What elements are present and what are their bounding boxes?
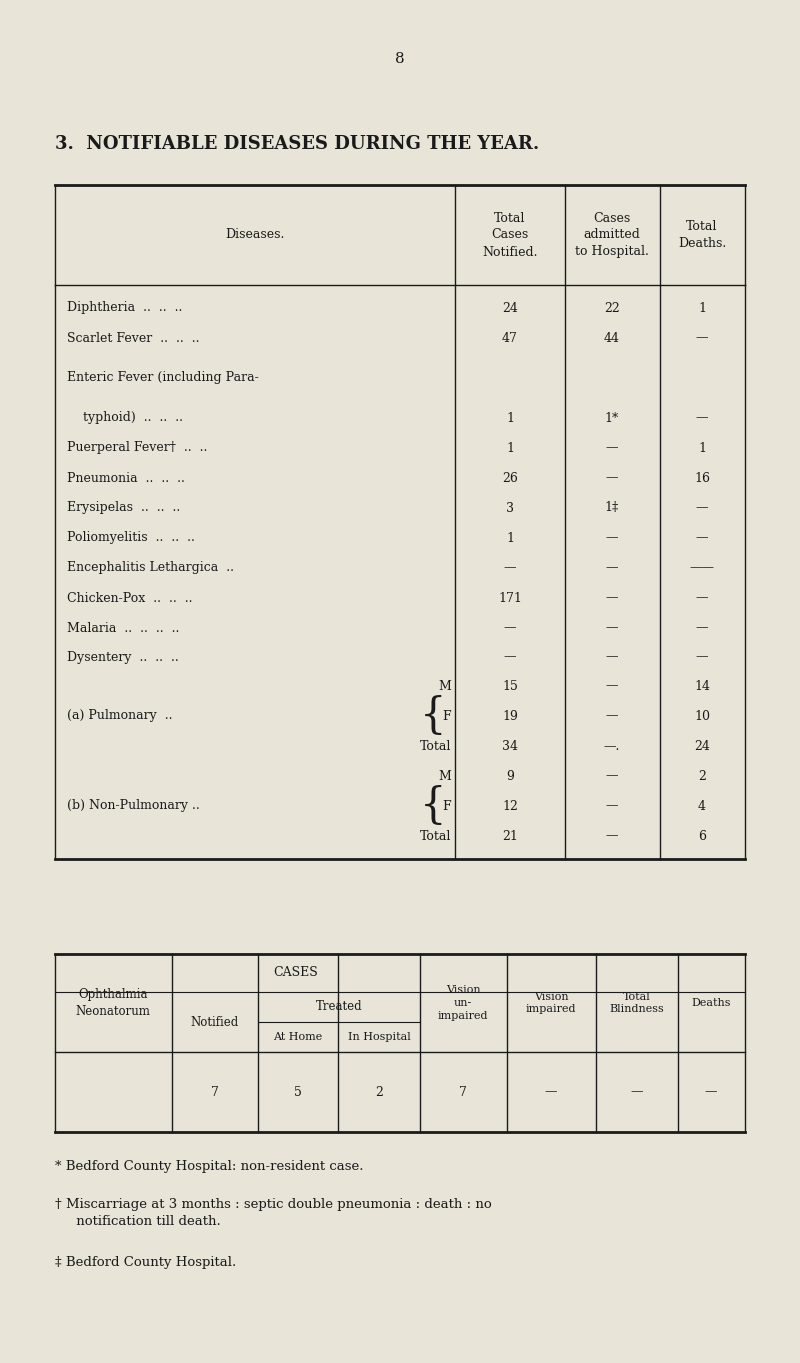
Text: —: —: [705, 1085, 718, 1099]
Text: 171: 171: [498, 592, 522, 605]
Text: * Bedford County Hospital: non-resident case.: * Bedford County Hospital: non-resident …: [55, 1160, 363, 1174]
Text: 44: 44: [604, 331, 620, 345]
Text: 24: 24: [502, 301, 518, 315]
Text: 10: 10: [694, 710, 710, 722]
Text: —: —: [696, 331, 708, 345]
Text: —: —: [606, 562, 618, 574]
Text: 47: 47: [502, 331, 518, 345]
Text: ‡ Bedford County Hospital.: ‡ Bedford County Hospital.: [55, 1255, 236, 1269]
Text: 2: 2: [375, 1085, 383, 1099]
Text: Ophthalmia
Neonatorum: Ophthalmia Neonatorum: [75, 988, 150, 1018]
Text: 2: 2: [698, 770, 706, 782]
Text: —: —: [606, 592, 618, 605]
Text: 1: 1: [506, 442, 514, 454]
Text: Total: Total: [420, 830, 451, 842]
Text: Encephalitis Lethargica  ..: Encephalitis Lethargica ..: [67, 562, 234, 574]
Text: Total: Total: [420, 740, 451, 752]
Text: 19: 19: [502, 710, 518, 722]
Text: (b) Non-Pulmonary ..: (b) Non-Pulmonary ..: [67, 800, 200, 812]
Text: —: —: [606, 680, 618, 692]
Text: 4: 4: [698, 800, 706, 812]
Text: Treated: Treated: [316, 1000, 362, 1014]
Text: Total
Deaths.: Total Deaths.: [678, 219, 726, 249]
Text: —: —: [696, 592, 708, 605]
Text: 8: 8: [395, 52, 405, 65]
Text: Diphtheria  ..  ..  ..: Diphtheria .. .. ..: [67, 301, 182, 315]
Text: —: —: [606, 710, 618, 722]
Text: 24: 24: [694, 740, 710, 752]
Text: 1: 1: [506, 532, 514, 544]
Text: —: —: [630, 1085, 643, 1099]
Text: 1: 1: [506, 412, 514, 424]
Text: —: —: [606, 800, 618, 812]
Text: 12: 12: [502, 800, 518, 812]
Text: 1: 1: [698, 301, 706, 315]
Text: —.: —.: [604, 740, 620, 752]
Text: 1: 1: [698, 442, 706, 454]
Text: Enteric Fever (including Para-: Enteric Fever (including Para-: [67, 372, 258, 384]
Text: Total
Cases
Notified.: Total Cases Notified.: [482, 211, 538, 259]
Text: —: —: [696, 412, 708, 424]
Text: 5: 5: [294, 1085, 302, 1099]
Text: —: —: [606, 442, 618, 454]
Text: Scarlet Fever  ..  ..  ..: Scarlet Fever .. .. ..: [67, 331, 199, 345]
Text: M: M: [438, 680, 451, 692]
Text: —: —: [545, 1085, 558, 1099]
Text: typhoid)  ..  ..  ..: typhoid) .. .. ..: [67, 412, 183, 424]
Text: Deaths: Deaths: [691, 998, 730, 1009]
Text: 1‡: 1‡: [605, 502, 619, 514]
Text: —: —: [504, 622, 516, 635]
Text: ——: ——: [690, 562, 714, 574]
Text: 16: 16: [694, 472, 710, 484]
Text: F: F: [442, 710, 451, 722]
Text: In Hospital: In Hospital: [348, 1032, 410, 1041]
Text: 3.  NOTIFIABLE DISEASES DURING THE YEAR.: 3. NOTIFIABLE DISEASES DURING THE YEAR.: [55, 135, 539, 153]
Text: 3: 3: [506, 502, 514, 514]
Text: —: —: [606, 532, 618, 544]
Text: 34: 34: [502, 740, 518, 752]
Text: —: —: [606, 650, 618, 664]
Text: Vision
un-
impaired: Vision un- impaired: [438, 985, 488, 1021]
Text: Vision
impaired: Vision impaired: [526, 992, 576, 1014]
Text: (a) Pulmonary  ..: (a) Pulmonary ..: [67, 710, 173, 722]
Text: At Home: At Home: [274, 1032, 322, 1041]
Text: Notified: Notified: [191, 1015, 239, 1029]
Text: —: —: [696, 622, 708, 635]
Text: Cases
admitted
to Hospital.: Cases admitted to Hospital.: [575, 211, 649, 259]
Text: —: —: [696, 650, 708, 664]
Text: Erysipelas  ..  ..  ..: Erysipelas .. .. ..: [67, 502, 180, 514]
Text: 22: 22: [604, 301, 620, 315]
Text: Total
Blindness: Total Blindness: [610, 992, 664, 1014]
Text: 7: 7: [459, 1085, 467, 1099]
Text: —: —: [606, 830, 618, 842]
Text: 26: 26: [502, 472, 518, 484]
Text: —: —: [696, 532, 708, 544]
Text: 7: 7: [211, 1085, 219, 1099]
Text: 9: 9: [506, 770, 514, 782]
Text: —: —: [606, 622, 618, 635]
Text: Chicken-Pox  ..  ..  ..: Chicken-Pox .. .. ..: [67, 592, 193, 605]
Text: Diseases.: Diseases.: [226, 229, 285, 241]
Text: F: F: [442, 800, 451, 812]
Text: 15: 15: [502, 680, 518, 692]
Text: Puerperal Fever†  ..  ..: Puerperal Fever† .. ..: [67, 442, 207, 454]
Text: —: —: [606, 770, 618, 782]
Text: 21: 21: [502, 830, 518, 842]
Text: Pneumonia  ..  ..  ..: Pneumonia .. .. ..: [67, 472, 185, 484]
Text: 1*: 1*: [605, 412, 619, 424]
Text: Poliomyelitis  ..  ..  ..: Poliomyelitis .. .. ..: [67, 532, 195, 544]
Text: 6: 6: [698, 830, 706, 842]
Text: —: —: [696, 502, 708, 514]
Text: —: —: [606, 472, 618, 484]
Text: M: M: [438, 770, 451, 782]
Text: Malaria  ..  ..  ..  ..: Malaria .. .. .. ..: [67, 622, 179, 635]
Text: Dysentery  ..  ..  ..: Dysentery .. .. ..: [67, 650, 178, 664]
Text: —: —: [504, 562, 516, 574]
Text: {: {: [420, 785, 446, 827]
Text: † Miscarriage at 3 months : septic double pneumonia : death : no
     notificati: † Miscarriage at 3 months : septic doubl…: [55, 1198, 492, 1228]
Text: 14: 14: [694, 680, 710, 692]
Text: CASES: CASES: [274, 966, 318, 980]
Text: {: {: [420, 695, 446, 737]
Text: —: —: [504, 650, 516, 664]
